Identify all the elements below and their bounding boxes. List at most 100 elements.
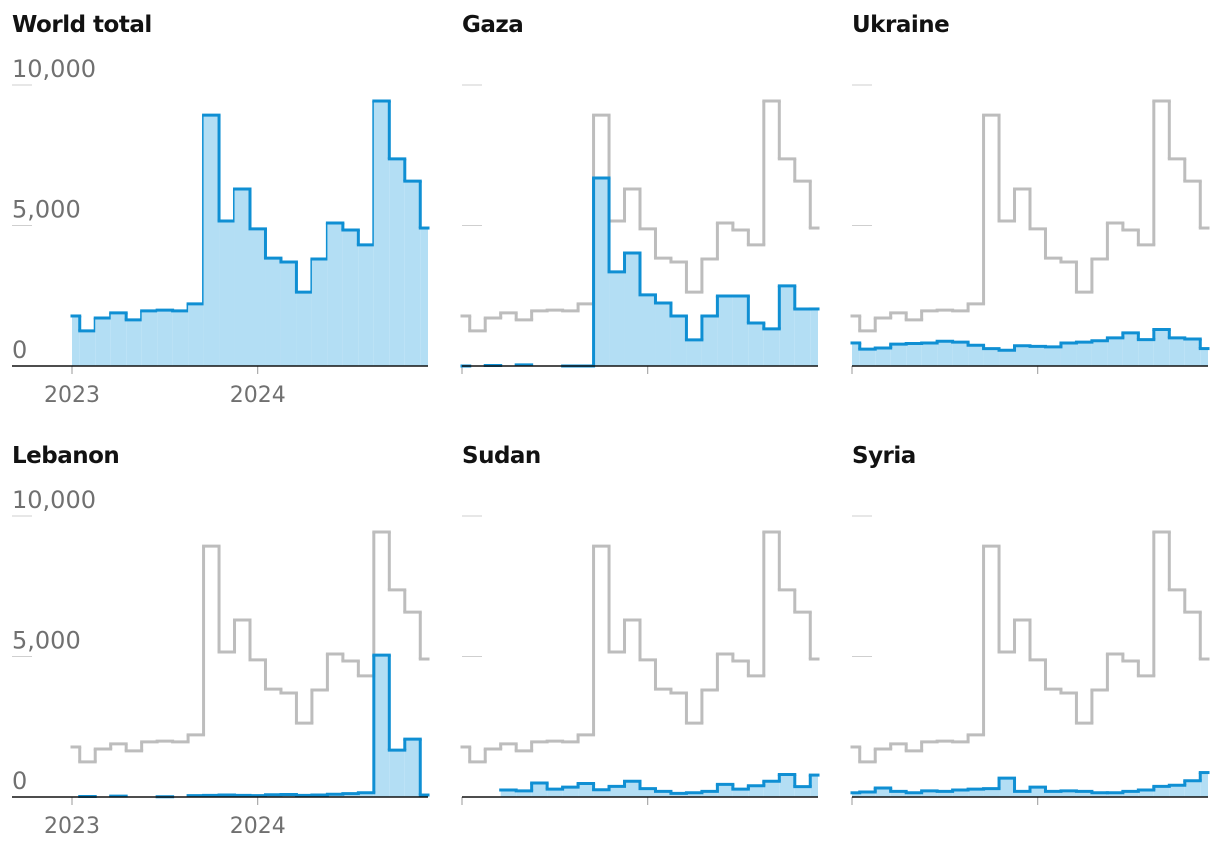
- area-step: [875, 348, 891, 366]
- area-step: [794, 786, 811, 797]
- area-step: [1091, 792, 1108, 797]
- area-step: [389, 750, 405, 797]
- area-step: [420, 228, 428, 366]
- area-step: [810, 775, 818, 797]
- y-tick-label: 10,000: [12, 486, 96, 514]
- area-step: [1045, 791, 1061, 797]
- area-step: [516, 790, 532, 797]
- area-step: [110, 312, 127, 366]
- area-step: [763, 328, 780, 366]
- area-step: [609, 786, 625, 797]
- area-step: [265, 258, 281, 366]
- area-step: [389, 158, 405, 366]
- area-step: [1184, 339, 1201, 366]
- panel-title: World total: [12, 12, 152, 38]
- area-step: [1030, 346, 1046, 366]
- area-step: [748, 785, 764, 797]
- area-step: [968, 789, 984, 797]
- area-step: [404, 739, 421, 797]
- area-step: [188, 303, 204, 366]
- area-step: [1169, 337, 1185, 366]
- area-step: [1184, 780, 1201, 797]
- area-step: [906, 343, 922, 366]
- area-step: [1122, 332, 1139, 366]
- area-step: [1030, 787, 1046, 797]
- area-step: [358, 792, 374, 797]
- area-step: [1076, 342, 1092, 366]
- area-step: [655, 791, 671, 797]
- x-tick-label: 2023: [44, 383, 100, 408]
- area-step: [500, 789, 517, 797]
- area-step: [157, 310, 173, 366]
- area-step: [593, 178, 610, 366]
- area-step: [1138, 339, 1154, 366]
- area-step: [280, 262, 297, 366]
- area-step: [732, 789, 749, 797]
- area-step: [875, 788, 891, 797]
- y-tick-label: 0: [12, 336, 27, 364]
- area-step: [578, 783, 594, 797]
- area-step: [859, 349, 876, 366]
- area-step: [547, 789, 563, 797]
- area-step: [859, 791, 876, 797]
- area-step: [779, 774, 795, 797]
- area-step: [890, 791, 907, 797]
- area-step: [1138, 789, 1154, 797]
- panel-title: Gaza: [462, 12, 523, 38]
- area-step: [763, 781, 780, 797]
- area-step: [640, 294, 656, 366]
- area-step: [203, 115, 220, 366]
- area-step: [95, 317, 111, 366]
- area-step: [748, 323, 764, 366]
- area-step: [968, 345, 984, 366]
- area-step: [624, 781, 640, 797]
- panel-title: Syria: [852, 443, 916, 469]
- area-step: [172, 310, 189, 366]
- area-step: [562, 787, 579, 797]
- area-step: [952, 342, 969, 366]
- panel-title: Ukraine: [852, 12, 949, 38]
- y-tick-label: 5,000: [12, 627, 81, 655]
- area-step: [937, 791, 953, 797]
- area-step: [852, 342, 860, 366]
- area-step: [890, 344, 907, 366]
- area-step: [906, 792, 922, 797]
- area-step: [1200, 772, 1208, 797]
- area-step: [1091, 340, 1108, 366]
- area-step: [1153, 329, 1170, 366]
- panel-title: Sudan: [462, 443, 541, 469]
- y-tick-label: 0: [12, 767, 27, 795]
- area-step: [531, 782, 548, 797]
- area-step: [794, 308, 811, 366]
- area-step: [141, 310, 158, 366]
- y-tick-label: 10,000: [12, 55, 96, 83]
- x-tick-label: 2023: [44, 814, 100, 839]
- area-step: [358, 244, 374, 366]
- area-step: [1200, 348, 1208, 366]
- area-step: [624, 253, 640, 366]
- panel-title: Lebanon: [12, 443, 119, 469]
- area-step: [1045, 346, 1061, 366]
- x-tick-label: 2024: [230, 814, 286, 839]
- area-step: [999, 350, 1015, 366]
- area-step: [72, 315, 80, 366]
- area-step: [234, 188, 250, 366]
- area-step: [1014, 791, 1030, 797]
- area-step: [1153, 786, 1170, 797]
- area-step: [219, 221, 235, 366]
- area-step: [952, 789, 969, 797]
- area-step: [126, 319, 142, 366]
- area-step: [250, 228, 266, 366]
- area-step: [342, 229, 359, 366]
- area-step: [1076, 791, 1092, 797]
- area-step: [779, 285, 795, 366]
- area-step: [1014, 345, 1030, 366]
- area-step: [1107, 792, 1123, 797]
- area-step: [1122, 791, 1139, 797]
- area-step: [404, 181, 421, 366]
- area-step: [732, 296, 749, 366]
- x-tick-label: 2024: [230, 383, 286, 408]
- area-step: [609, 271, 625, 366]
